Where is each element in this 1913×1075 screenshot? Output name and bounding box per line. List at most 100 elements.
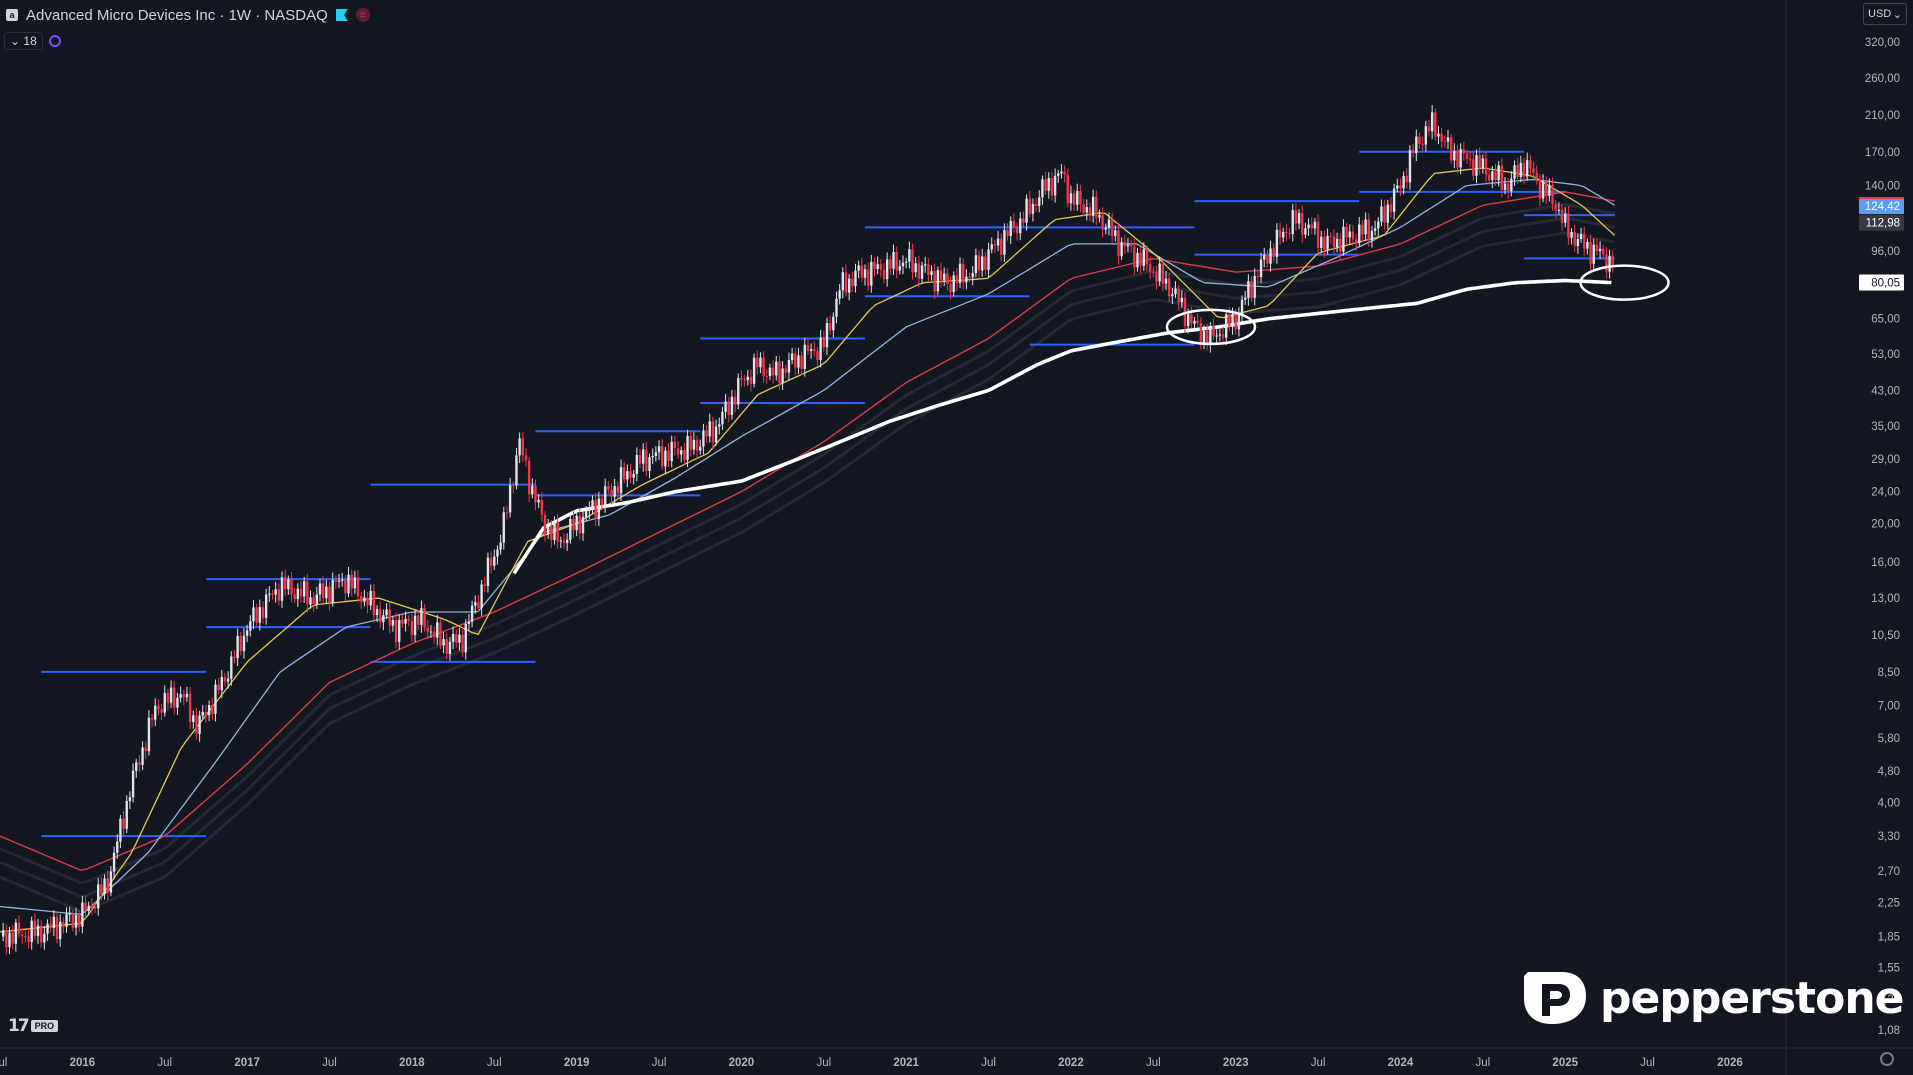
x-tick-label: 2021	[893, 1057, 919, 1069]
x-tick-label: 2026	[1717, 1057, 1743, 1069]
candle-body	[1538, 178, 1542, 199]
candle-body	[1231, 314, 1234, 327]
candle-body	[87, 905, 90, 911]
candle-body	[1519, 162, 1523, 177]
candle-body	[1307, 224, 1310, 229]
candle-body	[480, 584, 483, 608]
candle-body	[898, 266, 902, 271]
candle-body	[1266, 254, 1269, 264]
candle-body	[1215, 335, 1218, 337]
candle-body	[993, 244, 997, 246]
candle-body	[1329, 235, 1332, 237]
candle-body	[1196, 320, 1199, 324]
candle-body	[1199, 323, 1203, 343]
candle-body	[1072, 193, 1076, 205]
candle-body	[1497, 165, 1500, 180]
tradingview-logo[interactable]: 17 PRO	[8, 1016, 59, 1036]
candle-body	[1481, 158, 1485, 168]
candle-body	[927, 264, 930, 276]
candle-body	[550, 526, 553, 540]
candle-body	[1386, 204, 1389, 223]
candle-body	[331, 580, 334, 603]
candle-body	[1595, 244, 1599, 252]
y-tick-label: 10,50	[1871, 630, 1900, 642]
candle-body	[562, 540, 566, 543]
candle-body	[572, 518, 575, 531]
candle-body	[1244, 297, 1247, 300]
symbol-title[interactable]: Advanced Micro Devices Inc · 1W · NASDAQ	[26, 6, 328, 24]
candle-body	[676, 448, 680, 455]
candle-body	[1532, 168, 1535, 173]
candle-body	[122, 818, 125, 829]
candle-body	[1421, 143, 1424, 145]
candle-body	[803, 344, 806, 369]
candle-body	[1462, 149, 1466, 154]
candle-body	[515, 455, 518, 486]
currency-selector[interactable]: USD ⌄	[1863, 3, 1907, 25]
candle-body	[1541, 181, 1545, 199]
y-tick-label: 4,80	[1878, 766, 1900, 778]
candle-body	[936, 270, 940, 292]
candle-body	[461, 634, 464, 653]
candle-body	[863, 269, 867, 278]
candle-body	[420, 608, 423, 625]
candle-body	[705, 430, 708, 437]
candle-body	[1031, 203, 1035, 214]
candle-body	[600, 498, 604, 505]
candle-body	[1487, 174, 1491, 181]
x-tick-label: 2020	[729, 1057, 755, 1069]
candle-body	[1529, 160, 1532, 169]
x-tick-label: Jul	[652, 1057, 667, 1069]
candle-body	[1545, 181, 1548, 196]
x-tick-label: 2016	[70, 1057, 96, 1069]
candle-body	[1506, 183, 1510, 192]
candle-body	[1019, 218, 1022, 234]
candle-body	[1053, 175, 1057, 196]
candle-body	[46, 923, 49, 934]
candle-body	[1120, 242, 1123, 257]
candle-body	[1361, 224, 1364, 235]
candle-body	[407, 618, 410, 622]
y-tick-label: 24,00	[1871, 487, 1900, 499]
candle-body	[1472, 159, 1475, 176]
gear-icon[interactable]	[1880, 1052, 1894, 1066]
candle-body	[258, 607, 262, 623]
candle-body	[857, 265, 860, 271]
candle-body	[198, 715, 201, 734]
pepperstone-brand: pepperstone	[1600, 972, 1904, 1024]
price-label-bg	[1859, 197, 1904, 214]
candle-body	[1161, 263, 1165, 284]
x-tick-label: Jul	[157, 1057, 172, 1069]
candle-body	[724, 401, 727, 412]
candle-body	[1107, 219, 1111, 228]
candle-body	[524, 455, 528, 461]
candle-body	[106, 878, 109, 893]
candle-body	[337, 580, 341, 582]
candle-body	[173, 687, 176, 708]
pepperstone-watermark: pepperstone	[1522, 968, 1904, 1028]
candle-body	[990, 244, 993, 250]
candle-body	[1405, 175, 1408, 183]
candle-body	[1557, 209, 1561, 211]
indicator-toggle[interactable]: ⌄ 18	[4, 32, 43, 50]
flag-icon[interactable]	[335, 9, 348, 21]
candle-body	[952, 275, 955, 293]
y-tick-label: 5,80	[1878, 733, 1900, 745]
menu-dots-icon[interactable]: ≡	[355, 8, 370, 22]
candle-body	[987, 249, 990, 270]
candle-body	[505, 512, 509, 514]
candle-body	[1136, 252, 1139, 268]
candle-body	[1605, 254, 1608, 272]
candle-body	[242, 635, 246, 652]
indicator-icon[interactable]	[48, 35, 61, 47]
candle-body	[100, 884, 103, 894]
candle-body	[1202, 330, 1206, 343]
candle-body	[1234, 314, 1237, 330]
candle-body	[531, 485, 534, 495]
candle-body	[277, 589, 281, 601]
candle-body	[1516, 165, 1519, 177]
candle-body	[787, 360, 791, 373]
x-tick-label: 2022	[1058, 1057, 1084, 1069]
candle-body	[1560, 209, 1564, 223]
